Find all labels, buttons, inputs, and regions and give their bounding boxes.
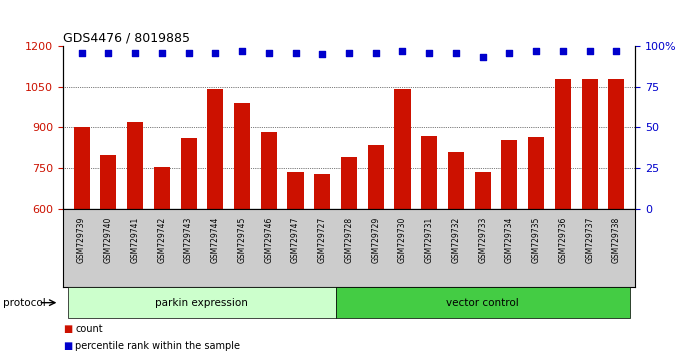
Text: ■: ■ [63, 324, 72, 334]
Point [558, 48, 569, 54]
Point [611, 48, 622, 54]
Text: ■: ■ [63, 341, 72, 351]
Bar [154, 167, 170, 354]
Point [450, 50, 461, 55]
Bar [609, 79, 625, 354]
Bar [101, 155, 117, 354]
Bar [448, 152, 464, 354]
Bar [421, 136, 437, 354]
Point [504, 50, 515, 55]
Bar [181, 138, 197, 354]
Point [129, 50, 140, 55]
Bar [288, 172, 304, 354]
Bar [528, 137, 544, 354]
Bar [475, 172, 491, 354]
Point [237, 48, 248, 54]
Point [370, 50, 381, 55]
Bar [68, 287, 336, 318]
Point [156, 50, 168, 55]
Bar [368, 145, 384, 354]
Point [397, 48, 408, 54]
Bar [555, 79, 571, 354]
Text: count: count [75, 324, 103, 334]
Point [424, 50, 435, 55]
Text: percentile rank within the sample: percentile rank within the sample [75, 341, 240, 351]
Point [477, 55, 489, 60]
Point [103, 50, 114, 55]
Text: vector control: vector control [446, 298, 519, 308]
Bar [336, 287, 630, 318]
Text: protocol: protocol [3, 298, 46, 308]
Point [263, 50, 274, 55]
Point [584, 48, 595, 54]
Point [317, 51, 328, 57]
Bar [207, 90, 223, 354]
Bar [127, 122, 143, 354]
Bar [394, 90, 410, 354]
Bar [234, 103, 250, 354]
Text: parkin expression: parkin expression [156, 298, 248, 308]
Bar [261, 131, 277, 354]
Point [290, 50, 301, 55]
Bar [73, 127, 89, 354]
Bar [314, 173, 330, 354]
Text: GDS4476 / 8019885: GDS4476 / 8019885 [63, 32, 190, 45]
Point [76, 50, 87, 55]
Bar [341, 157, 357, 354]
Bar [501, 139, 517, 354]
Bar [581, 79, 597, 354]
Point [209, 50, 221, 55]
Point [183, 50, 194, 55]
Point [343, 50, 355, 55]
Point [530, 48, 542, 54]
